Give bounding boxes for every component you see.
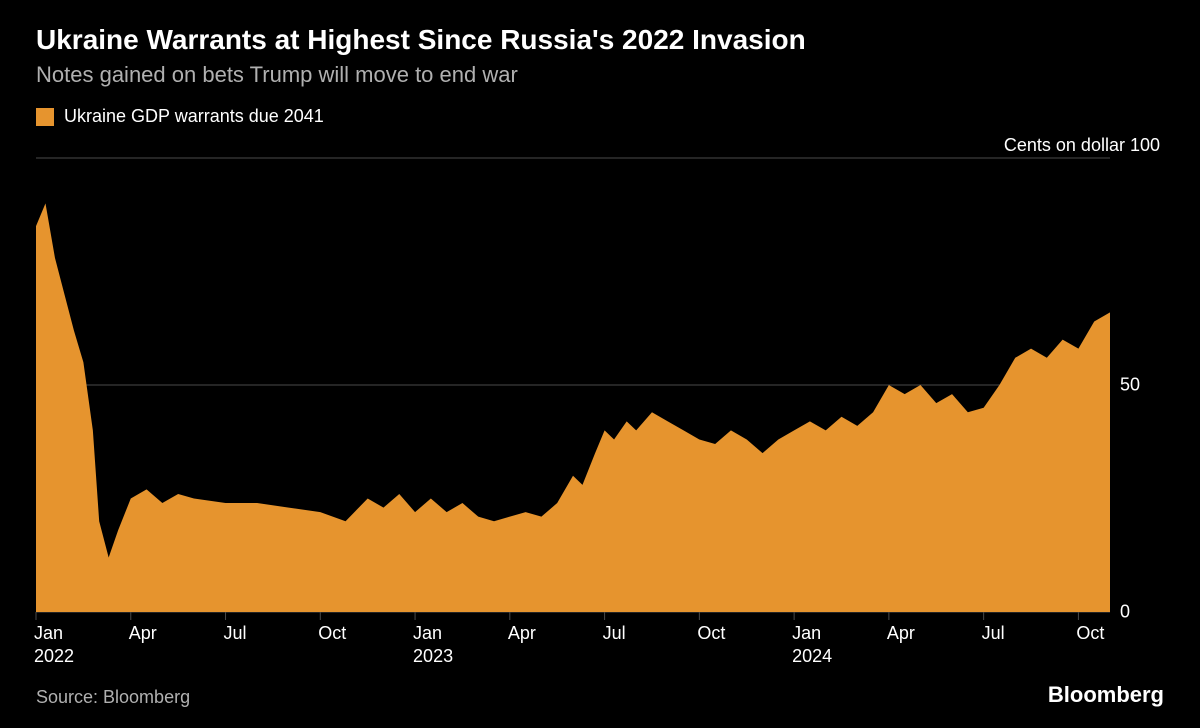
- source-label: Source: Bloomberg: [36, 687, 190, 708]
- x-tick-label: Oct: [318, 622, 346, 645]
- x-tick-label: Apr: [508, 622, 536, 645]
- x-tick-label: Jan 2024: [792, 622, 832, 667]
- x-tick-label: Jan 2022: [34, 622, 74, 667]
- legend: Ukraine GDP warrants due 2041: [36, 106, 1164, 127]
- y-tick-label: 0: [1120, 602, 1130, 623]
- y-axis-title: Cents on dollar 100: [36, 135, 1164, 156]
- legend-label: Ukraine GDP warrants due 2041: [64, 106, 324, 127]
- x-tick-label: Apr: [129, 622, 157, 645]
- chart-container: Cents on dollar 100 050 Jan 2022AprJulOc…: [36, 135, 1164, 668]
- x-axis: Jan 2022 Apr Jul Oct Jan 2023 Apr Jul Oct Jan 20…: [36, 612, 1110, 668]
- x-tick-label: Jul: [224, 622, 247, 645]
- chart-title: Ukraine Warrants at Highest Since Russia…: [36, 24, 1164, 56]
- y-axis: 050: [1110, 158, 1164, 612]
- chart-subtitle: Notes gained on bets Trump will move to …: [36, 62, 1164, 88]
- brand-label: Bloomberg: [1048, 682, 1164, 708]
- x-tick-label: Jul: [603, 622, 626, 645]
- x-tick-label: Apr: [887, 622, 915, 645]
- x-tick-label: Oct: [697, 622, 725, 645]
- x-tick-label: Oct: [1076, 622, 1104, 645]
- y-tick-label: 50: [1120, 375, 1140, 396]
- legend-swatch: [36, 108, 54, 126]
- x-tick-label: Jul: [982, 622, 1005, 645]
- x-tick-label: Jan 2023: [413, 622, 453, 667]
- plot-area: [36, 158, 1110, 612]
- chart-footer: Source: Bloomberg Bloomberg: [36, 682, 1164, 708]
